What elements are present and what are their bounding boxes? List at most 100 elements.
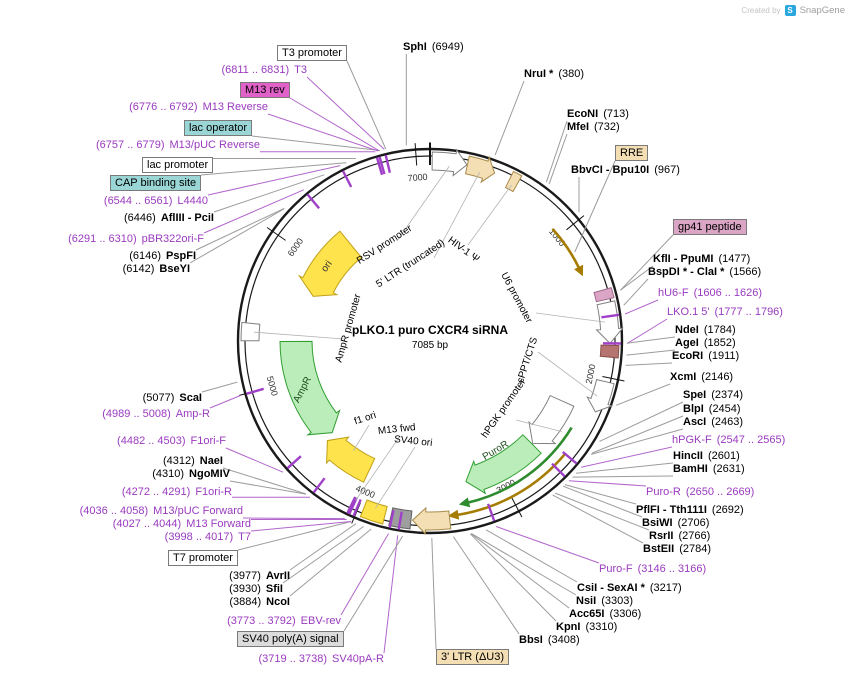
feature-ori[interactable]: [297, 230, 363, 297]
primer-label-lko-1-5[interactable]: LKO.1 5' (1777 .. 1796): [667, 306, 783, 319]
inner-label-m13-fwd[interactable]: M13 fwd: [377, 422, 416, 437]
primer-label-hpgk-f[interactable]: hPGK-F (2547 .. 2565): [672, 434, 785, 447]
feature-label-sv40-poly-a-signal[interactable]: SV40 poly(A) signal: [237, 631, 344, 647]
enzyme-label-nsii[interactable]: NsiI (3303): [576, 595, 633, 608]
primer-site-pbr322ori-f[interactable]: [306, 193, 321, 210]
feature-label-lac-operator[interactable]: lac operator: [184, 120, 253, 136]
enzyme-label-ngomiv[interactable]: (4310) NgoMIV: [152, 468, 230, 481]
primer-site-ebv-rev[interactable]: [388, 509, 395, 528]
primer-site-m13-forward[interactable]: [348, 497, 358, 515]
primer-label-sv40pa-r[interactable]: (3719 .. 3738) SV40pA-R: [259, 653, 384, 666]
enzyme-label-ecori[interactable]: EcoRI (1911): [672, 350, 739, 363]
enzyme-label-ncoi[interactable]: (3884) NcoI: [229, 596, 290, 609]
enzyme-label-sfii[interactable]: (3930) SfiI: [229, 583, 283, 596]
feature-shrna-insert[interactable]: [599, 344, 620, 359]
enzyme-label-bspdi-clai[interactable]: BspDI * - ClaI * (1566): [648, 266, 761, 279]
primer-label-m13-puc-reverse[interactable]: (6757 .. 6779) M13/pUC Reverse: [96, 139, 260, 152]
feature-label-gp41-peptide[interactable]: gp41 peptide: [673, 219, 747, 235]
primer-label-amp-r[interactable]: (4989 .. 5008) Amp-R: [102, 408, 210, 421]
primer-site-m13-reverse[interactable]: [378, 156, 386, 175]
enzyme-label-asci[interactable]: AscI (2463): [683, 416, 743, 429]
enzyme-label-bsteii[interactable]: BstEII (2784): [643, 543, 711, 556]
enzyme-label-econi[interactable]: EcoNI (713): [567, 108, 629, 121]
feature-transcript-arc[interactable]: [466, 426, 573, 505]
enzyme-label-kfli-ppumi[interactable]: KflI - PpuMI (1477): [653, 253, 750, 266]
enzyme-label-bbvci-bpu10i[interactable]: BbvCI - Bpu10I (967): [571, 164, 680, 177]
enzyme-label-kpni[interactable]: KpnI (3310): [556, 621, 617, 634]
feature-label-m13-rev[interactable]: M13 rev: [240, 82, 290, 98]
inner-label-ori[interactable]: ori: [319, 259, 334, 274]
primer-label-t3[interactable]: (6811 .. 6831) T3: [221, 64, 307, 77]
enzyme-label-acc65i[interactable]: Acc65I (3306): [569, 608, 641, 621]
feature-hpgk-promoter[interactable]: [528, 394, 575, 445]
primer-site-t3[interactable]: [384, 154, 392, 173]
inner-label-hiv-1[interactable]: HIV-1 Ψ: [446, 235, 482, 265]
feature-u6-promoter[interactable]: [595, 300, 624, 345]
primer-site-hpgk-f[interactable]: [562, 450, 578, 465]
primer-label-m13-puc-forward[interactable]: (4036 .. 4058) M13/pUC Forward: [80, 505, 243, 518]
enzyme-label-bseyi[interactable]: (6142) BseYI: [123, 263, 190, 276]
enzyme-label-xcmi[interactable]: XcmI (2146): [670, 371, 733, 384]
feature-ampr-promoter[interactable]: [240, 321, 261, 342]
enzyme-label-bsiwi[interactable]: BsiWI (2706): [642, 517, 709, 530]
enzyme-label-spei[interactable]: SpeI (2374): [683, 389, 743, 402]
enzyme-label-bbsi[interactable]: BbsI (3408): [519, 634, 580, 647]
primer-site-amp-r[interactable]: [246, 387, 265, 395]
primer-site-f1ori-f[interactable]: [286, 455, 302, 470]
enzyme-label-sphi[interactable]: SphI (6949): [403, 41, 464, 54]
primer-site-f1ori-r[interactable]: [312, 477, 326, 494]
enzyme-label-csii-sexai[interactable]: CsiI - SexAI * (3217): [577, 582, 682, 595]
enzyme-label-afliii-pcii[interactable]: (6446) AflIII - PciI: [124, 212, 214, 225]
primer-site-m13-puc-forward[interactable]: [346, 496, 357, 514]
primer-site-t7[interactable]: [352, 499, 362, 517]
primer-label-puro-f[interactable]: Puro-F (3146 .. 3166): [599, 563, 706, 576]
inner-label-u6-promoter[interactable]: U6 promoter: [498, 271, 534, 326]
feature-label-cap-binding-site[interactable]: CAP binding site: [110, 175, 202, 191]
feature-label-t3-promoter[interactable]: T3 promoter: [277, 45, 347, 61]
enzyme-label-bamhi[interactable]: BamHI (2631): [673, 463, 745, 476]
primer-label-f1ori-f[interactable]: (4482 .. 4503) F1ori-F: [117, 435, 226, 448]
primer-site-puro-f[interactable]: [486, 503, 496, 522]
primer-label-hu6-f[interactable]: hU6-F (1606 .. 1626): [658, 287, 762, 300]
feature-rsv-promoter[interactable]: [431, 148, 468, 177]
primer-label-m13-reverse[interactable]: (6776 .. 6792) M13 Reverse: [129, 101, 268, 114]
feature-ampr[interactable]: [279, 340, 341, 436]
feature-label-lac-promoter[interactable]: lac promoter: [142, 157, 214, 173]
feature-puror[interactable]: [465, 434, 542, 495]
enzyme-label-naei[interactable]: (4312) NaeI: [163, 455, 223, 468]
inner-label-sv40-ori[interactable]: SV40 ori: [394, 434, 433, 449]
feature-cppt-cts[interactable]: [586, 378, 615, 413]
enzyme-label-avrii[interactable]: (3977) AvrII: [229, 570, 290, 583]
primer-label-ebv-rev[interactable]: (3773 .. 3792) EBV-rev: [227, 615, 341, 628]
feature-env-arc[interactable]: [455, 453, 566, 517]
enzyme-label-hincii[interactable]: HincII (2601): [673, 450, 740, 463]
enzyme-label-pspfi[interactable]: (6146) PspFI: [129, 250, 196, 263]
enzyme-label-rsrii[interactable]: RsrII (2766): [649, 530, 710, 543]
primer-label-f1ori-r[interactable]: (4272 .. 4291) F1ori-R: [122, 486, 232, 499]
feature-hiv-1-psi[interactable]: [504, 170, 523, 193]
primer-label-m13-forward[interactable]: (4027 .. 4044) M13 Forward: [113, 518, 251, 531]
enzyme-label-nrui[interactable]: NruI * (380): [524, 68, 584, 81]
enzyme-label-blpi[interactable]: BlpI (2454): [683, 403, 741, 416]
primer-label-pbr322ori-f[interactable]: (6291 .. 6310) pBR322ori-F: [68, 233, 204, 246]
primer-site-hu6-f[interactable]: [601, 313, 620, 319]
primer-site-sv40pa-r[interactable]: [397, 511, 403, 530]
enzyme-label-ndei[interactable]: NdeI (1784): [675, 324, 736, 337]
enzyme-label-scai[interactable]: (5077) ScaI: [143, 392, 202, 405]
primer-site-m13-puc-reverse[interactable]: [375, 157, 384, 176]
feature-f1-ori[interactable]: [326, 436, 376, 483]
inner-label-hpgk-promoter[interactable]: hPGK promoter: [480, 376, 529, 440]
enzyme-label-pflfi-tth111i[interactable]: PflFI - Tth111I (2692): [636, 504, 744, 517]
feature-label-3-ltr-u3[interactable]: 3' LTR (ΔU3): [436, 649, 510, 665]
feature-5-ltr-truncated[interactable]: [464, 155, 496, 184]
feature-gp41-peptide[interactable]: [593, 286, 615, 303]
feature-label-rre[interactable]: RRE: [615, 145, 649, 161]
primer-site-l4440[interactable]: [341, 170, 353, 188]
enzyme-label-mfei[interactable]: MfeI (732): [567, 121, 620, 134]
primer-site-puro-r[interactable]: [551, 462, 566, 478]
feature-sv40-ori[interactable]: [359, 499, 388, 525]
enzyme-label-agei[interactable]: AgeI (1852): [675, 337, 736, 350]
feature-3-ltr-du3[interactable]: [411, 506, 452, 536]
primer-label-puro-r[interactable]: Puro-R (2650 .. 2669): [646, 486, 754, 499]
primer-label-l4440[interactable]: (6544 .. 6561) L4440: [104, 195, 208, 208]
